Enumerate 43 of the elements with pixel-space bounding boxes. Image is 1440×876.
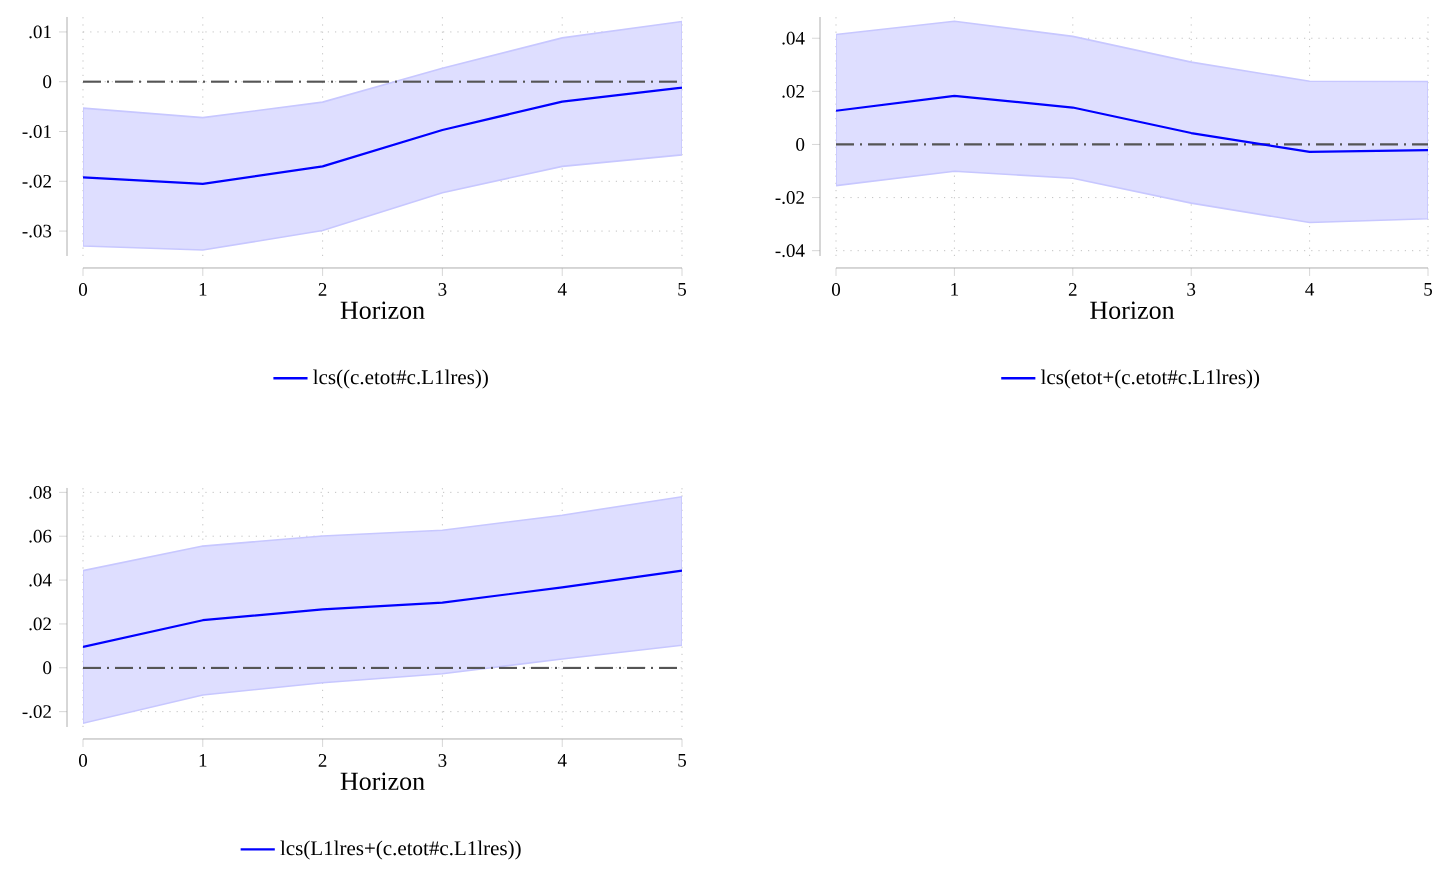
x-tick-label: 5 xyxy=(678,754,687,767)
x-axis-title: Horizon xyxy=(340,772,425,791)
x-tick-label: 4 xyxy=(557,754,567,767)
x-tick-label: 3 xyxy=(438,283,447,296)
y-tick-label: .01 xyxy=(29,25,51,39)
line-series xyxy=(836,94,1429,153)
x-tick-label: 3 xyxy=(1187,283,1196,296)
x-tick-label: 4 xyxy=(1305,283,1315,296)
y-tick-label: .04 xyxy=(29,573,52,587)
y-tick-label: -.03 xyxy=(22,224,52,238)
x-tick-label: 0 xyxy=(78,283,88,296)
x-tick-label: 3 xyxy=(438,754,447,767)
line-series xyxy=(83,86,683,185)
y-tick-label: 0 xyxy=(43,661,52,675)
x-tick-label: 4 xyxy=(557,283,567,296)
line-series xyxy=(83,569,683,649)
y-tick-label: .06 xyxy=(29,529,52,543)
y-tick-label: 0 xyxy=(43,75,52,89)
y-tick-label: .02 xyxy=(29,617,51,631)
x-tick-label: 2 xyxy=(318,754,327,767)
x-tick-label: 5 xyxy=(678,283,687,296)
x-axis-title: Horizon xyxy=(340,301,425,320)
legend-label: lcs(etot+(c.etot#c.L1lres)) xyxy=(1040,369,1260,389)
y-tick-label: .02 xyxy=(782,84,804,98)
y-tick-label: -.02 xyxy=(775,191,804,205)
legend-label: lcs(L1lres+(c.etot#c.L1lres)) xyxy=(280,840,521,860)
legend-label: lcs((c.etot#c.L1lres)) xyxy=(313,369,488,389)
y-tick-label: -.04 xyxy=(775,244,805,258)
x-tick-label: 1 xyxy=(951,283,959,296)
y-tick-label: -.02 xyxy=(22,705,51,719)
x-tick-label: 2 xyxy=(318,283,327,296)
x-tick-label: 0 xyxy=(831,283,841,296)
y-tick-label: 0 xyxy=(796,138,805,151)
x-tick-label: 1 xyxy=(199,754,207,767)
x-tick-label: 2 xyxy=(1068,283,1077,296)
x-tick-label: 0 xyxy=(78,754,88,767)
x-tick-label: 1 xyxy=(199,283,207,296)
x-axis-title: Horizon xyxy=(1090,301,1175,320)
y-tick-label: .08 xyxy=(29,485,52,499)
y-tick-label: -.02 xyxy=(22,174,51,188)
y-tick-label: .04 xyxy=(782,31,805,45)
y-tick-label: -.01 xyxy=(22,125,51,138)
x-tick-label: 5 xyxy=(1424,283,1433,296)
